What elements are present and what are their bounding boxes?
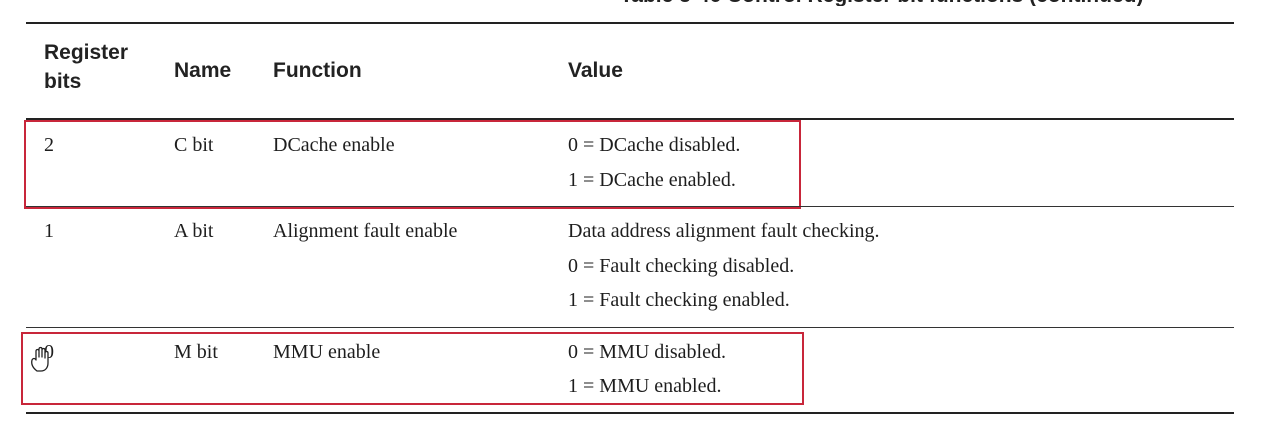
table-top-rule (26, 22, 1234, 24)
header-register-bits: Register bits (44, 41, 129, 93)
hand-pointer-icon (28, 344, 56, 374)
header-value: Value (568, 59, 623, 82)
row-bits: 1 (44, 220, 54, 242)
row-rule (26, 327, 1234, 328)
header-rule (26, 118, 1234, 120)
row-function: DCache enable (273, 134, 395, 156)
row-value-line: 1 = MMU enabled. (568, 375, 722, 397)
row-bits: 0 (44, 341, 54, 363)
row-bits: 2 (44, 134, 54, 156)
row-value-line: 1 = Fault checking enabled. (568, 289, 790, 311)
table-caption: Table 3-46 Control Register bit function… (620, 0, 1261, 6)
highlight-box-c-bit (24, 120, 801, 209)
row-value-line: Data address alignment fault checking. (568, 220, 880, 242)
row-value-line: 0 = MMU disabled. (568, 341, 726, 363)
row-value-line: 0 = Fault checking disabled. (568, 255, 795, 277)
row-value-line: 0 = DCache disabled. (568, 134, 741, 156)
row-name: A bit (174, 220, 214, 242)
row-name: M bit (174, 341, 218, 363)
row-function: MMU enable (273, 341, 381, 363)
header-name: Name (174, 59, 232, 82)
highlight-box-m-bit (21, 332, 804, 405)
row-rule (26, 206, 1234, 207)
row-function: Alignment fault enable (273, 220, 458, 242)
row-name: C bit (174, 134, 214, 156)
table-header: Register bits Name Function Value (0, 23, 1261, 119)
table-bottom-rule (26, 412, 1234, 414)
header-function: Function (273, 59, 362, 82)
row-value-line: 1 = DCache enabled. (568, 169, 736, 191)
